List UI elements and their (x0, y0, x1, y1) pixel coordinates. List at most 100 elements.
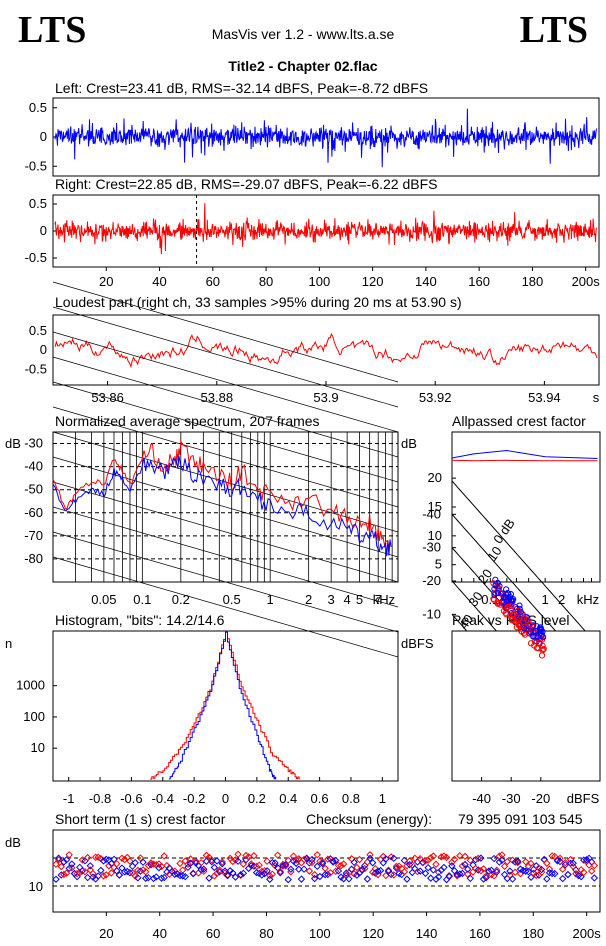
short-crest-point (205, 874, 213, 882)
short-crest-point (57, 871, 65, 879)
spectrum-xtick-label: 0.2 (172, 592, 190, 607)
right-waveform-xtick-label: 160 (468, 274, 490, 289)
histogram-ytick-label: 10 (31, 740, 45, 755)
loudest-part-ytick-label: 0 (40, 342, 47, 357)
spectrum-xtick-label: 2 (305, 592, 312, 607)
histogram-xtick-label: 1 (379, 791, 386, 806)
short-crest-point (99, 872, 108, 880)
peak-rms-point (504, 603, 511, 611)
short-crest-point (229, 857, 237, 866)
short-crest-point (255, 861, 263, 869)
peak-rms-point (514, 617, 521, 624)
short-crest-point (276, 869, 285, 877)
histogram-xtick-label: -0.4 (152, 791, 174, 806)
short-crest-xtick-label: 200s (573, 926, 602, 941)
short-crest-point (345, 875, 353, 883)
short-crest-point (247, 861, 255, 870)
short-crest-point (295, 865, 303, 873)
short-crest-point (86, 862, 95, 870)
short-crest-point (97, 866, 105, 875)
short-crest-point (223, 871, 232, 880)
short-crest-point (239, 860, 248, 868)
spectrum-slope-line (52, 306, 399, 408)
spectrum-slope-line (52, 331, 399, 433)
short-crest-point (506, 867, 514, 875)
short-crest-point (363, 875, 372, 883)
short-crest-point (458, 862, 467, 870)
short-crest-point (223, 871, 232, 879)
short-crest-point (60, 870, 68, 879)
short-crest-point (466, 874, 475, 883)
short-crest-point (342, 869, 351, 877)
short-crest-point (120, 868, 129, 876)
short-crest-point (263, 867, 271, 875)
short-crest-point (231, 873, 240, 881)
short-crest-point (329, 858, 337, 866)
short-crest-point (326, 869, 335, 877)
short-crest-point (358, 866, 366, 874)
logo-left: LTS (18, 9, 87, 51)
short-crest-point (276, 867, 285, 876)
short-crest-point (366, 854, 374, 863)
short-crest-point (313, 851, 321, 859)
short-crest-point (258, 871, 266, 879)
peak-rms-point (521, 625, 528, 632)
short-crest-point (329, 857, 337, 865)
right-waveform-xtick-label: 140 (415, 274, 437, 289)
short-crest-point (564, 870, 572, 879)
short-crest-point (210, 863, 219, 872)
histogram-ylabel: n (5, 636, 12, 651)
loudest-part-xtick-label: 53.88 (201, 390, 234, 405)
histogram-title: Histogram, "bits": 14.2/14.6 (55, 612, 225, 628)
short-crest-point (569, 859, 577, 867)
peak-rms-point (524, 624, 531, 631)
short-crest-frame (52, 829, 601, 913)
short-crest-point (126, 857, 134, 865)
short-crest-point (353, 863, 361, 872)
short-crest-point (89, 869, 97, 878)
short-crest-point (149, 860, 158, 868)
checksum-value: 79 395 091 103 545 (458, 811, 583, 827)
short-crest-point (279, 862, 287, 870)
histogram-ytick-label: 1000 (16, 678, 45, 693)
short-crest-point (376, 866, 385, 875)
short-crest-point (347, 865, 356, 873)
short-crest-point (52, 875, 60, 883)
peak-rms-diag-line (451, 480, 586, 632)
right-waveform-xtick-label: 20 (99, 274, 113, 289)
short-crest-point (308, 858, 316, 867)
short-crest-point (218, 858, 226, 866)
short-crest-point (543, 859, 551, 867)
short-crest-point (324, 855, 332, 863)
spectrum-slope-line (52, 281, 399, 383)
peak-rms-point (537, 624, 544, 631)
crest-factor-ytick-label: 20 (428, 470, 442, 485)
spectrum-xtick-label: 5 (356, 592, 363, 607)
short-crest-point (561, 859, 570, 867)
right-waveform-xtick-label: 60 (206, 274, 220, 289)
loudest-part-line (54, 333, 598, 369)
short-crest-point (218, 860, 226, 868)
short-crest-point (266, 871, 274, 880)
short-crest-point (68, 860, 76, 868)
short-crest-point (105, 862, 113, 870)
peak-rms-point (494, 589, 502, 597)
spectrum-slope-line (52, 381, 399, 483)
peak-rms-xtick-label: -30 (502, 791, 521, 806)
left-waveform-title: Left: Crest=23.41 dB, RMS=-32.14 dBFS, P… (55, 80, 429, 96)
spectrum-slope-line (52, 456, 399, 558)
right-waveform-xtick-label: 40 (152, 274, 166, 289)
right-waveform-line (54, 203, 597, 255)
short-crest-point (300, 865, 308, 873)
short-crest-point (471, 855, 480, 864)
histogram-xtick-label: 0.8 (342, 791, 360, 806)
short-crest-point (94, 872, 102, 880)
short-crest-point (527, 859, 535, 868)
spectrum-series-line (52, 455, 392, 557)
short-crest-point (564, 870, 572, 879)
logo-right: LTS (519, 9, 588, 51)
short-crest-title: Short term (1 s) crest factor (55, 811, 226, 827)
short-crest-point (353, 871, 361, 879)
short-crest-point (144, 873, 153, 882)
loudest-part-ytick-label: -0.5 (25, 361, 47, 376)
